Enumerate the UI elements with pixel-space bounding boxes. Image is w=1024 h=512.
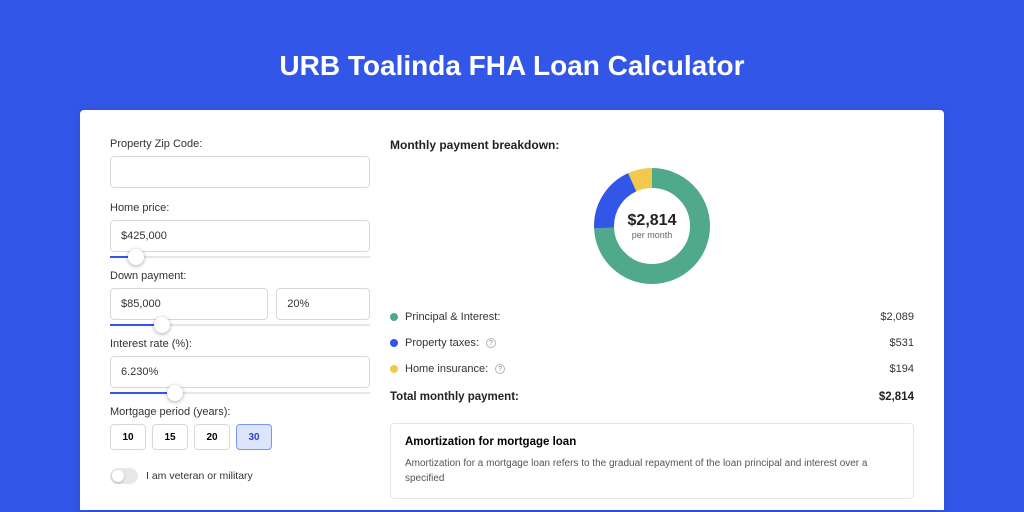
legend-label: Principal & Interest: <box>405 311 500 323</box>
period-btn-20[interactable]: 20 <box>194 424 230 450</box>
legend-dot <box>390 313 398 321</box>
period-label: Mortgage period (years): <box>110 406 370 418</box>
home-price-label: Home price: <box>110 202 370 214</box>
down-payment-input[interactable] <box>110 288 268 320</box>
breakdown-title: Monthly payment breakdown: <box>390 138 914 152</box>
breakdown-column: Monthly payment breakdown: $2,814 per mo… <box>390 138 914 510</box>
info-icon[interactable]: ? <box>486 338 496 348</box>
slider-knob[interactable] <box>154 317 170 333</box>
total-row: Total monthly payment: $2,814 <box>390 382 914 417</box>
home-price-slider[interactable] <box>110 256 370 258</box>
interest-slider[interactable] <box>110 392 370 394</box>
donut-sub: per month <box>632 230 673 240</box>
calculator-card: Property Zip Code: Home price: Down paym… <box>80 110 944 510</box>
donut-amount: $2,814 <box>628 212 677 230</box>
slider-knob[interactable] <box>167 385 183 401</box>
info-icon[interactable]: ? <box>495 364 505 374</box>
period-btn-10[interactable]: 10 <box>110 424 146 450</box>
down-payment-field: Down payment: <box>110 270 370 320</box>
page-title: URB Toalinda FHA Loan Calculator <box>0 0 1024 110</box>
home-price-field: Home price: <box>110 202 370 252</box>
interest-input[interactable] <box>110 356 370 388</box>
legend-label: Home insurance: <box>405 363 488 375</box>
donut-chart: $2,814 per month <box>390 166 914 286</box>
legend-value: $194 <box>890 363 914 375</box>
zip-input[interactable] <box>110 156 370 188</box>
down-payment-label: Down payment: <box>110 270 370 282</box>
period-btn-15[interactable]: 15 <box>152 424 188 450</box>
legend-row: Principal & Interest: $2,089 <box>390 304 914 330</box>
legend-value: $2,089 <box>880 311 914 323</box>
slider-knob[interactable] <box>128 249 144 265</box>
amortization-title: Amortization for mortgage loan <box>405 436 899 448</box>
form-column: Property Zip Code: Home price: Down paym… <box>110 138 370 510</box>
legend-label: Property taxes: <box>405 337 479 349</box>
veteran-toggle[interactable] <box>110 468 138 484</box>
veteran-label: I am veteran or military <box>146 470 253 482</box>
period-field: Mortgage period (years): 10152030 <box>110 406 370 450</box>
amortization-box: Amortization for mortgage loan Amortizat… <box>390 423 914 499</box>
total-value: $2,814 <box>879 391 914 403</box>
home-price-input[interactable] <box>110 220 370 252</box>
veteran-row: I am veteran or military <box>110 468 370 484</box>
legend-row: Property taxes:? $531 <box>390 330 914 356</box>
zip-field: Property Zip Code: <box>110 138 370 188</box>
legend-value: $531 <box>890 337 914 349</box>
total-label: Total monthly payment: <box>390 391 519 403</box>
legend-row: Home insurance:? $194 <box>390 356 914 382</box>
legend-dot <box>390 339 398 347</box>
interest-label: Interest rate (%): <box>110 338 370 350</box>
amortization-text: Amortization for a mortgage loan refers … <box>405 457 899 486</box>
interest-field: Interest rate (%): <box>110 338 370 388</box>
zip-label: Property Zip Code: <box>110 138 370 150</box>
period-btn-30[interactable]: 30 <box>236 424 272 450</box>
legend-dot <box>390 365 398 373</box>
down-payment-slider[interactable] <box>110 324 370 326</box>
down-payment-pct-input[interactable] <box>276 288 370 320</box>
